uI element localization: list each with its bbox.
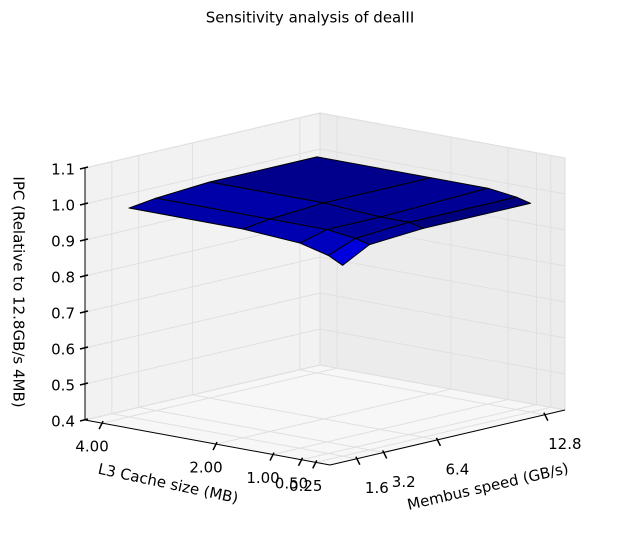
grid-line [319, 328, 566, 375]
grid-line [315, 406, 551, 463]
tick-mark [79, 166, 89, 170]
y-tick-label: 0.50 [275, 474, 308, 492]
tick-mark [312, 460, 318, 469]
chart-title: Sensitivity analysis of dealII [206, 9, 415, 27]
grid-line [101, 367, 338, 424]
grid-line [84, 292, 321, 349]
grid-line [84, 328, 321, 385]
z-tick-label: 0.8 [51, 269, 75, 287]
grid-line [84, 364, 321, 421]
y-tick-label: 4.00 [75, 438, 108, 456]
y-tick-label: 0.25 [289, 477, 322, 495]
tick-mark [355, 456, 361, 466]
grid-line [272, 399, 509, 456]
grid-line [192, 394, 438, 441]
grid-line [84, 112, 321, 169]
grid-line [319, 148, 566, 195]
tick-mark [79, 418, 89, 422]
tick-mark [212, 441, 218, 451]
grid-line [215, 388, 452, 445]
grid-line [319, 292, 566, 339]
z-axis-label: IPC (Relative to 12.8GB/s 4MB) [10, 176, 28, 407]
tick-mark [79, 346, 89, 350]
z-tick-label: 0.9 [51, 233, 75, 251]
z-tick-label: 1.0 [51, 197, 75, 215]
z-tick-label: 1.1 [51, 161, 75, 179]
tick-mark [79, 238, 89, 242]
surface-patch [327, 237, 370, 266]
grid-line [319, 112, 566, 159]
x-axis-label: Membus speed (GB/s) [405, 459, 570, 514]
tick-mark [543, 412, 549, 422]
pane [319, 112, 566, 411]
tick-mark [79, 202, 89, 206]
x-tick-label: 1.6 [365, 479, 389, 497]
grid-line [299, 369, 545, 416]
y-tick-label: 1.00 [246, 469, 279, 487]
grid-line [111, 413, 357, 460]
grid-line [319, 364, 566, 411]
tick-mark [382, 450, 388, 459]
x-tick-label: 6.4 [445, 460, 469, 478]
tick-mark [269, 452, 275, 461]
z-tick-label: 0.6 [51, 341, 75, 359]
x-tick-label: 3.2 [392, 473, 416, 491]
grid-line [301, 404, 537, 461]
z-tick-label: 0.4 [51, 413, 75, 431]
z-tick-label: 0.7 [51, 305, 75, 323]
y-tick-label: 2.00 [189, 459, 222, 477]
axis-line [84, 419, 331, 466]
tick-mark [98, 420, 104, 430]
grid-line [138, 406, 384, 453]
axis-line [329, 409, 566, 466]
tick-mark [435, 437, 442, 447]
tick-mark [79, 382, 89, 386]
z-tick-label: 0.5 [51, 377, 75, 395]
x-tick-label: 12.8 [548, 435, 581, 453]
grid-line [84, 148, 321, 205]
grid-line [84, 256, 321, 313]
grid-line [319, 256, 566, 303]
tick-mark [297, 457, 304, 467]
tick-mark [79, 274, 89, 278]
tick-mark [79, 310, 89, 314]
